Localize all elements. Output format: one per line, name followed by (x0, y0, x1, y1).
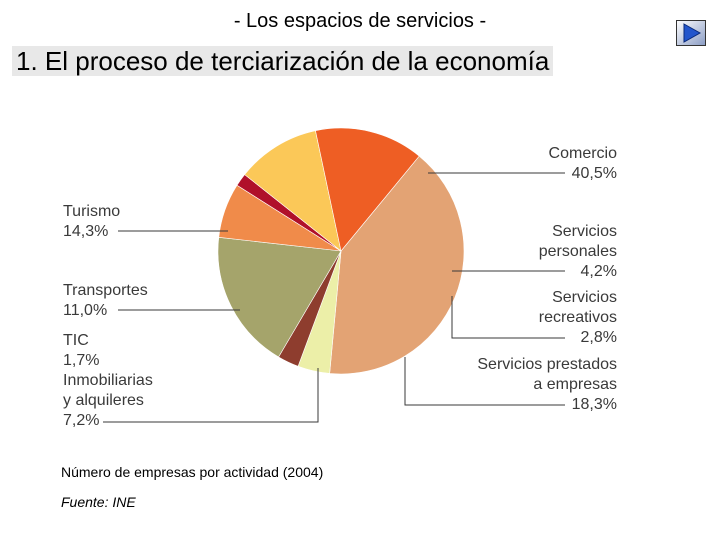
next-slide-button[interactable] (676, 20, 706, 46)
slice-label-tic: TIC (63, 332, 89, 349)
slice-label-servicios-recreativos-line-2: recreativos (539, 309, 617, 326)
caption-box (54, 454, 384, 520)
pie-slice-comercio (329, 155, 465, 375)
slice-value-servicios-recreativos: 2,8% (581, 329, 617, 346)
slice-label-servicios-prestados-a-empresas-line-2: a empresas (533, 376, 617, 393)
slice-label-comercio: Comercio (549, 145, 618, 162)
chart-source: Fuente: INE (61, 494, 136, 510)
slice-label-turismo: Turismo (63, 203, 120, 220)
slice-label-inmobiliarias-y-alquileres: Inmobiliarias (63, 372, 153, 389)
slice-value-tic: 1,7% (63, 352, 99, 369)
leader-line-servicios-recreativos (451, 296, 565, 339)
slice-value-transportes: 11,0% (63, 302, 107, 319)
slice-label-inmobiliarias-y-alquileres-line-2: y alquileres (63, 392, 144, 409)
section-subtitle: - Los espacios de servicios - (233, 10, 487, 32)
page-title: 1. El proceso de terciarización de la ec… (12, 46, 554, 76)
slice-label-servicios-prestados-a-empresas: Servicios prestados (477, 356, 617, 373)
slice-value-servicios-personales: 4,2% (581, 263, 617, 280)
slice-value-inmobiliarias-y-alquileres: 7,2% (63, 412, 99, 429)
pie-slice-transportes (244, 130, 342, 252)
pie-slice-turismo (315, 127, 420, 252)
chart-caption: Número de empresas por actividad (2004) (61, 464, 324, 480)
slice-label-servicios-personales-line-2: personales (539, 243, 617, 260)
play-triangle-icon (683, 23, 702, 43)
slice-label-servicios-personales: Servicios (552, 223, 617, 240)
slice-label-transportes: Transportes (63, 282, 148, 299)
leader-line-servicios-prestados-a-empresas (404, 357, 565, 406)
slice-value-turismo: 14,3% (63, 223, 108, 240)
slice-value-comercio: 40,5% (572, 165, 617, 182)
slice-value-servicios-prestados-a-empresas: 18,3% (572, 396, 617, 413)
pie-slice-servicios-prestados-a-empresas (217, 236, 342, 358)
slice-label-servicios-recreativos: Servicios (552, 289, 617, 306)
leader-line-inmobiliarias-y-alquileres (103, 368, 319, 423)
